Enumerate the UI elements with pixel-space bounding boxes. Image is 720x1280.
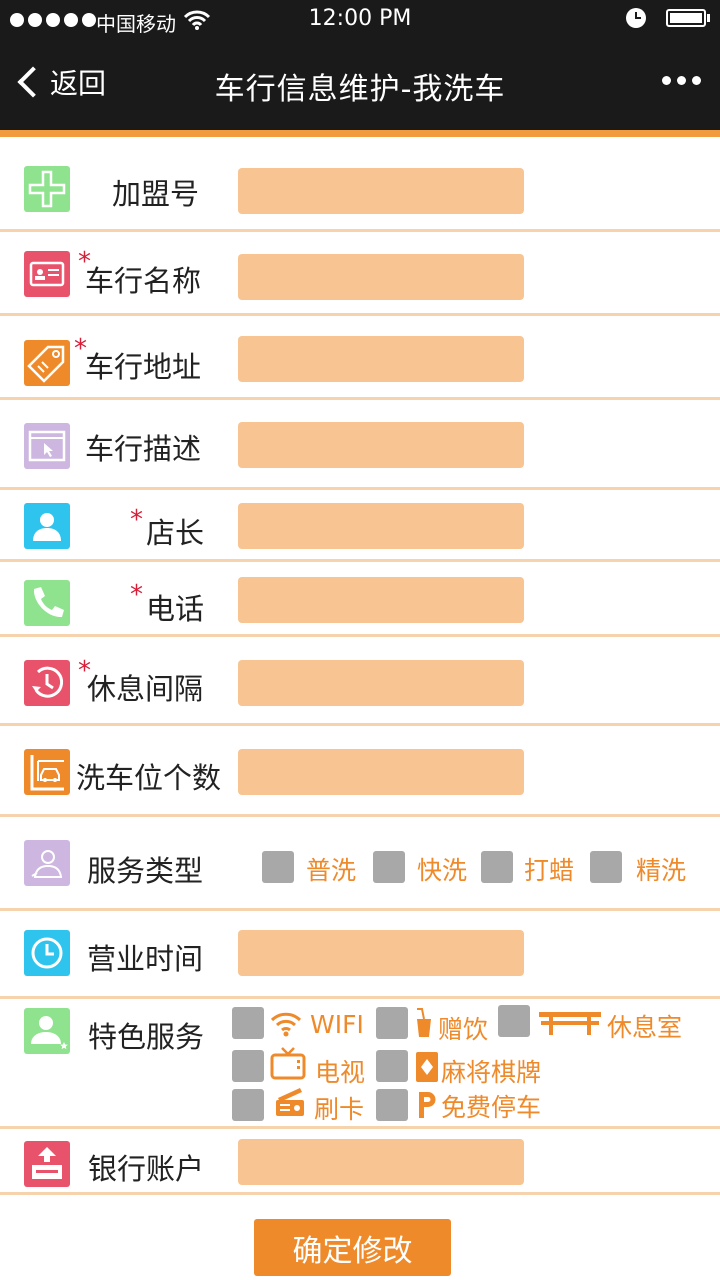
service-checkbox-detail[interactable]	[590, 851, 622, 883]
user-profile-icon	[24, 840, 70, 886]
car-bay-icon	[24, 749, 70, 795]
special-checkbox-card[interactable]	[232, 1089, 264, 1121]
shop-address-label: 车行地址	[85, 350, 202, 384]
wifi-icon	[270, 1012, 302, 1037]
divider	[0, 814, 720, 817]
rest-interval-input[interactable]	[238, 660, 524, 706]
drink-cup-icon	[417, 1008, 431, 1037]
back-label: 返回	[50, 67, 107, 100]
special-checkbox-mahjong[interactable]	[376, 1050, 408, 1082]
clock-icon	[24, 930, 70, 976]
signal-strength-icon	[10, 13, 96, 27]
required-mark: *	[130, 580, 143, 610]
divider	[0, 634, 720, 637]
shop-description-label: 车行描述	[85, 432, 202, 466]
special-option-wifi: WIFI	[310, 1010, 364, 1039]
special-option-parking: 免费停车	[441, 1093, 542, 1122]
page-title: 车行信息维护-我洗车	[214, 72, 506, 107]
carrier-name: 中国移动	[96, 12, 176, 36]
nav-bar: 返回 车行信息维护-我洗车	[0, 40, 720, 130]
special-checkbox-drink[interactable]	[376, 1007, 408, 1039]
alarm-clock-icon	[626, 8, 646, 28]
wifi-icon	[183, 10, 211, 30]
bank-upload-icon	[24, 1141, 70, 1187]
service-checkbox-quick[interactable]	[373, 851, 405, 883]
franchise-no-input[interactable]	[238, 168, 524, 214]
required-mark: *	[130, 505, 143, 535]
special-option-lounge: 休息室	[607, 1013, 683, 1042]
tag-icon	[24, 340, 70, 386]
history-clock-icon	[24, 660, 70, 706]
manager-label: 店长	[146, 516, 205, 550]
bank-account-input[interactable]	[238, 1139, 524, 1185]
playing-card-icon	[416, 1052, 438, 1082]
wash-bays-label: 洗车位个数	[76, 761, 222, 795]
franchise-no-label: 加盟号	[112, 177, 200, 211]
divider	[0, 723, 720, 726]
service-option-wax: 打蜡	[524, 856, 575, 885]
divider	[0, 397, 720, 400]
wash-bays-input[interactable]	[238, 749, 524, 795]
divider	[0, 1192, 720, 1195]
special-checkbox-wifi[interactable]	[232, 1007, 264, 1039]
shop-address-input[interactable]	[238, 336, 524, 382]
nav-accent-bar	[0, 130, 720, 137]
service-checkbox-wax[interactable]	[481, 851, 513, 883]
divider	[0, 908, 720, 911]
special-option-mahjong: 麻将棋牌	[441, 1058, 542, 1087]
special-checkbox-lounge[interactable]	[498, 1005, 530, 1037]
divider	[0, 487, 720, 490]
service-types-label: 服务类型	[87, 854, 204, 888]
rest-interval-label: 休息间隔	[87, 672, 204, 706]
divider	[0, 313, 720, 316]
required-mark: *	[74, 334, 87, 364]
browser-window-icon	[24, 423, 70, 469]
bench-icon	[539, 1012, 601, 1035]
confirm-modify-button[interactable]: 确定修改	[254, 1219, 451, 1276]
special-option-card: 刷卡	[314, 1095, 365, 1124]
plus-icon	[24, 166, 70, 212]
special-option-tv: 电视	[315, 1058, 366, 1087]
divider	[0, 1126, 720, 1129]
user-star-icon	[24, 1008, 70, 1054]
service-option-regular: 普洗	[306, 856, 357, 885]
divider	[0, 996, 720, 999]
required-mark: *	[78, 247, 91, 277]
required-mark: *	[78, 656, 91, 686]
special-checkbox-tv[interactable]	[232, 1050, 264, 1082]
phone-icon	[24, 580, 70, 626]
more-options-button[interactable]	[662, 76, 701, 85]
business-hours-input[interactable]	[238, 930, 524, 976]
business-hours-label: 营业时间	[87, 942, 204, 976]
parking-icon	[419, 1092, 436, 1118]
back-button[interactable]: 返回	[14, 62, 106, 102]
phone-label: 电话	[146, 592, 205, 626]
divider	[0, 229, 720, 232]
service-option-detail: 精洗	[636, 856, 687, 885]
bank-account-label: 银行账户	[88, 1152, 205, 1186]
id-card-icon	[24, 251, 70, 297]
service-checkbox-regular[interactable]	[262, 851, 294, 883]
status-bar: 中国移动 12:00 PM	[0, 0, 720, 40]
special-services-label: 特色服务	[88, 1020, 205, 1054]
service-option-quick: 快洗	[417, 856, 468, 885]
manager-input[interactable]	[238, 503, 524, 549]
special-checkbox-parking[interactable]	[376, 1089, 408, 1121]
special-option-drink: 赠饮	[438, 1015, 489, 1044]
status-time: 12:00 PM	[308, 6, 412, 31]
shop-name-input[interactable]	[238, 254, 524, 300]
card-reader-icon	[276, 1088, 304, 1116]
divider	[0, 559, 720, 562]
shop-description-input[interactable]	[238, 422, 524, 468]
battery-tip	[707, 14, 710, 22]
tv-icon	[270, 1047, 306, 1080]
shop-name-label: 车行名称	[85, 264, 202, 298]
phone-input[interactable]	[238, 577, 524, 623]
battery-icon	[666, 9, 706, 27]
person-icon	[24, 503, 70, 549]
